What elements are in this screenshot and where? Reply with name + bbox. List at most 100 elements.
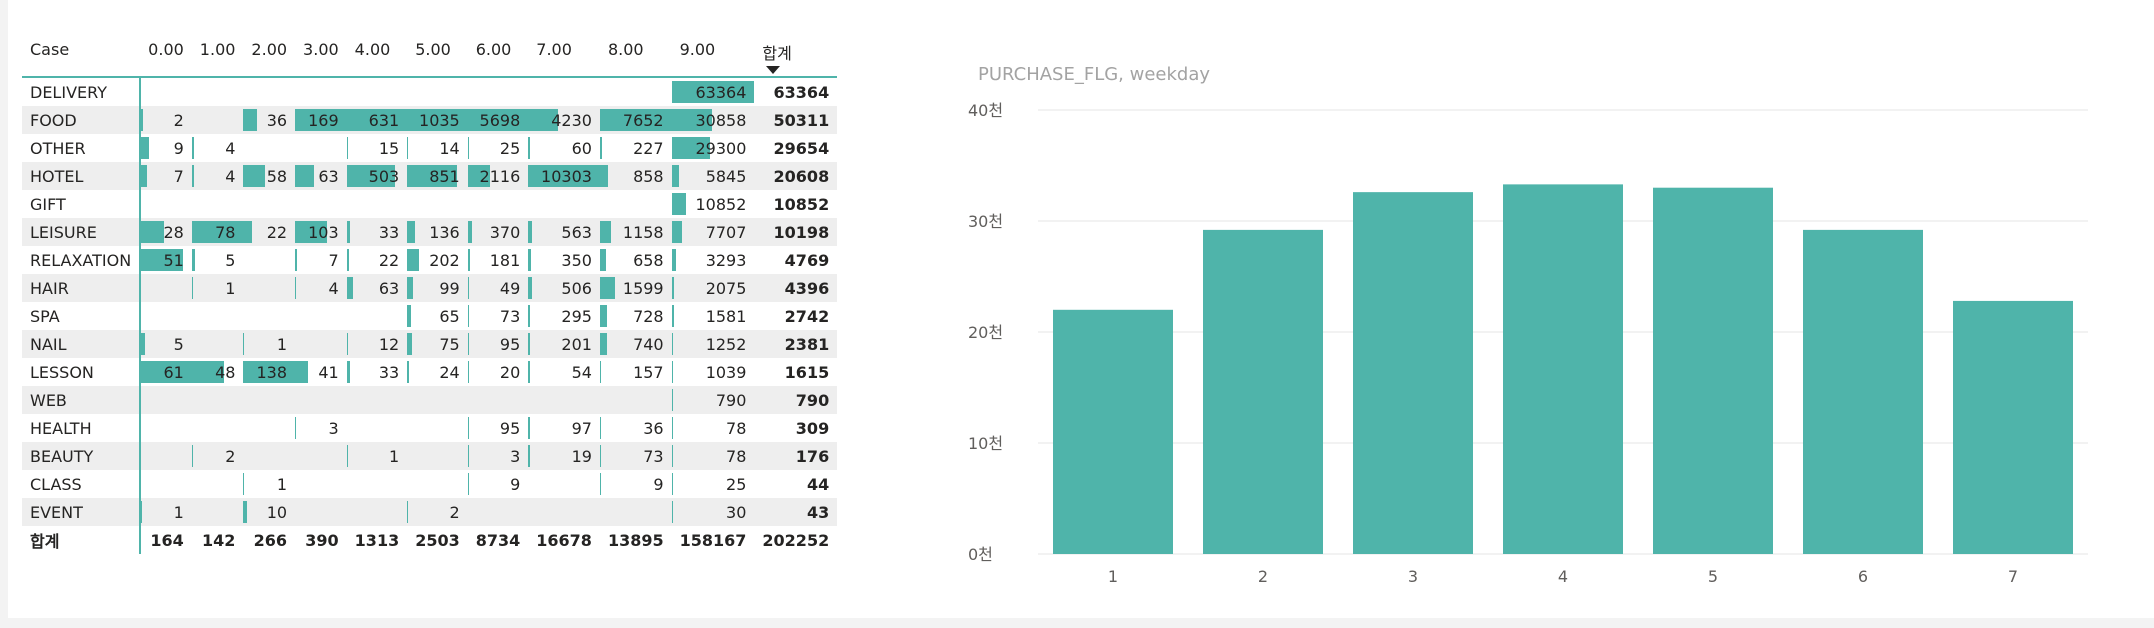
cell-value: 95 <box>499 334 521 354</box>
cell-value: 30858 <box>695 110 747 130</box>
table-row[interactable]: NAIL 5 1 12 75 95 201 740 1252 2381 <box>22 330 838 358</box>
table-row[interactable]: LESSON 61 48 138 41 33 24 20 54 157 1039 1615 <box>22 358 837 386</box>
matrix-cell: 7 <box>295 246 347 274</box>
table-row[interactable]: BEAUTY 2 1 3 19 73 78 176 <box>22 442 838 470</box>
cell-value: 1 <box>389 446 400 466</box>
column-header[interactable]: 2.00 <box>251 40 288 59</box>
table-row[interactable]: CLASS 1 9 9 25 44 <box>22 470 837 498</box>
matrix-cell <box>192 414 244 442</box>
data-bar <box>346 333 348 355</box>
table-row[interactable]: SPA 65 73 295 728 1581 2742 <box>22 302 837 330</box>
matrix-cell <box>407 470 468 498</box>
bar-weekday-1[interactable] <box>1053 309 1173 554</box>
matrix-cell: 97 <box>528 414 600 442</box>
column-header[interactable]: 5.00 <box>415 40 451 59</box>
matrix-cell: 631 <box>346 106 408 134</box>
cell-value: 30 <box>726 502 747 522</box>
table-row[interactable]: RELAXATION 51 5 7 22 202 181 350 658 3293 4769 <box>22 246 837 274</box>
row-header[interactable]: Case <box>30 40 70 59</box>
data-bar <box>671 193 686 215</box>
data-bar <box>528 305 531 327</box>
cell-value: 97 <box>571 418 592 438</box>
cell-value: 25 <box>726 474 747 494</box>
matrix-cell <box>347 77 408 106</box>
matrix-cell: 2 <box>407 498 468 526</box>
cell-value: 73 <box>643 446 664 466</box>
matrix-cell: 2503 <box>407 526 468 554</box>
matrix-cell <box>140 442 192 470</box>
table-row[interactable]: HOTEL 7 4 58 63 503 851 2116 10303 858 5845 20608 <box>22 162 838 190</box>
data-bar <box>243 473 245 495</box>
data-bar <box>467 137 469 159</box>
total-column-header[interactable]: 합계 <box>754 40 837 77</box>
column-header[interactable]: 8.00 <box>607 40 644 59</box>
matrix-cell: 1252 <box>671 330 755 358</box>
cell-value: 15 <box>378 138 400 158</box>
data-bar <box>407 137 409 159</box>
matrix-cell: 1035 <box>407 106 468 134</box>
bar-weekday-6[interactable] <box>1803 229 1923 554</box>
cell-value: 1581 <box>705 306 747 326</box>
matrix-cell: 157 <box>599 358 672 386</box>
matrix-cell: 3293 <box>671 246 755 274</box>
cell-value: 10303 <box>541 166 592 186</box>
cell-value: 157 <box>633 362 664 382</box>
matrix-cell: 36 <box>243 106 296 134</box>
bar-weekday-3[interactable] <box>1353 192 1473 554</box>
column-header[interactable]: 1.00 <box>199 40 236 59</box>
table-row[interactable]: FOOD 2 36 169 631 1035 5698 4230 7652 30858 50311 <box>22 106 838 134</box>
column-header[interactable]: 0.00 <box>148 40 184 59</box>
bar-weekday-7[interactable] <box>1953 300 2073 554</box>
matrix-cell <box>407 190 468 218</box>
data-bar <box>346 165 395 187</box>
matrix-cell: 13895 <box>600 526 672 554</box>
data-bar <box>191 277 193 299</box>
x-tick-label: 5 <box>1708 567 1718 586</box>
cell-value: 169 <box>308 110 339 130</box>
cell-value: 1039 <box>705 362 747 382</box>
bar-weekday-4[interactable] <box>1503 184 1623 554</box>
data-bar <box>467 417 469 439</box>
column-header[interactable]: 7.00 <box>536 40 572 59</box>
data-bar <box>346 221 350 243</box>
case-by-hour-matrix: Case 0.00 1.00 2.00 3.00 4.00 5.00 6.00 7.00 8.0… <box>22 40 838 554</box>
matrix-cell: 9 <box>467 470 529 498</box>
matrix-cell <box>600 77 672 106</box>
matrix-cell <box>467 498 529 526</box>
data-bar <box>191 445 194 467</box>
cell-value: 63 <box>318 166 339 186</box>
data-bar <box>528 333 530 355</box>
table-row[interactable]: LEISURE 28 78 22 103 33 136 370 563 1158 7707 10198 <box>22 218 838 246</box>
bar-weekday-5[interactable] <box>1653 187 1773 554</box>
matrix-cell <box>346 498 408 526</box>
table-row[interactable]: DELIVERY 63364 63364 <box>22 77 837 106</box>
cell-value: 4230 <box>551 110 592 130</box>
table-row[interactable]: WEB 790 790 <box>22 386 838 414</box>
data-bar <box>467 109 529 131</box>
matrix-cell: 4230 <box>528 106 600 134</box>
matrix-cell: 7 <box>140 162 192 190</box>
matrix-cell: 30 <box>671 498 755 526</box>
table-row[interactable]: HEALTH 3 95 97 36 78 309 <box>22 414 837 442</box>
cell-value: 99 <box>439 278 460 298</box>
cell-value: 3293 <box>705 250 747 270</box>
column-header[interactable]: 3.00 <box>303 40 339 59</box>
cell-value: 78 <box>726 418 747 438</box>
data-bar <box>528 445 530 467</box>
column-header[interactable]: 6.00 <box>475 40 512 59</box>
cell-value: 75 <box>439 334 460 354</box>
matrix-cell <box>295 442 347 470</box>
data-bar <box>671 221 682 243</box>
matrix-cell: 858 <box>599 162 672 190</box>
sort-descending-icon[interactable] <box>766 66 781 74</box>
table-row[interactable]: OTHER 9 4 15 14 25 60 227 29300 29654 <box>22 134 837 162</box>
column-header[interactable]: 4.00 <box>354 40 391 59</box>
table-row[interactable]: GIFT 10852 10852 <box>22 190 837 218</box>
grand-total-row[interactable]: 합계 164 142 266 390 1313 2503 8734 16678 13895 1581… <box>22 526 837 554</box>
bar-weekday-2[interactable] <box>1203 229 1323 554</box>
table-row[interactable]: HAIR 1 4 63 99 49 506 1599 2075 4396 <box>22 274 838 302</box>
cell-value: 370 <box>489 222 521 242</box>
column-header[interactable]: 9.00 <box>679 40 716 59</box>
cell-value: 61 <box>163 362 184 382</box>
table-row[interactable]: EVENT 1 10 2 30 43 <box>22 498 838 526</box>
